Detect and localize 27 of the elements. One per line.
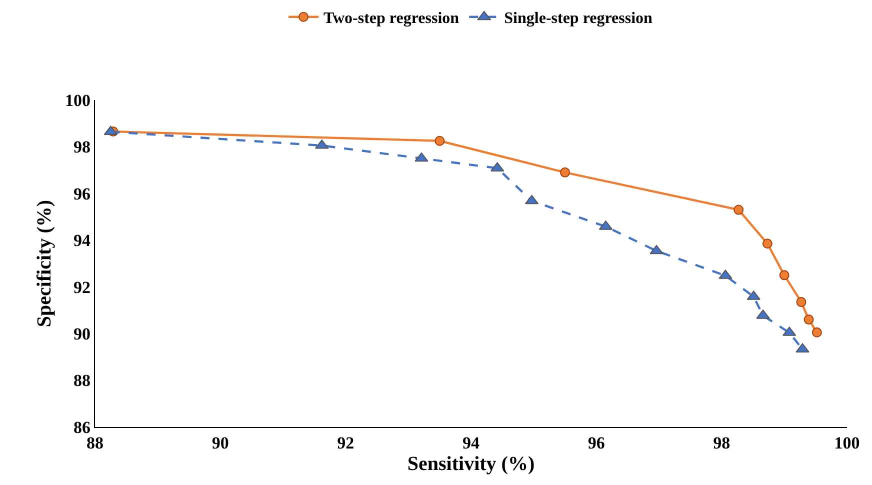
point xyxy=(434,136,445,146)
y-tick-label: 90 xyxy=(74,324,90,344)
legend-label: Single-step regression xyxy=(504,10,653,28)
legend-label: Two-step regression xyxy=(324,10,460,28)
y-tick-label: 98 xyxy=(74,138,90,157)
x-tick-label: 92 xyxy=(337,434,354,452)
y-tick-label: 92 xyxy=(74,278,90,297)
y-tick-label: 94 xyxy=(74,231,91,250)
x-axis-title: Sensitivity (%) xyxy=(407,453,535,475)
point xyxy=(650,244,664,254)
x-tick-label: 98 xyxy=(713,434,730,452)
point xyxy=(812,327,822,338)
x-tick-label: 94 xyxy=(462,434,480,452)
x-tick-label: 90 xyxy=(212,434,229,452)
x-tick-label: 96 xyxy=(588,434,605,452)
point xyxy=(734,204,744,215)
point xyxy=(779,270,790,280)
y-tick-label: 100 xyxy=(65,90,90,110)
y-tick-label: 88 xyxy=(74,371,90,390)
x-tick-label: 100 xyxy=(834,434,860,452)
point xyxy=(762,238,772,249)
point xyxy=(804,314,814,325)
y-tick-label: 96 xyxy=(74,184,90,204)
point xyxy=(796,297,806,308)
y-axis-title: Specificity (%) xyxy=(34,200,56,328)
point xyxy=(560,167,570,178)
point xyxy=(414,152,428,162)
